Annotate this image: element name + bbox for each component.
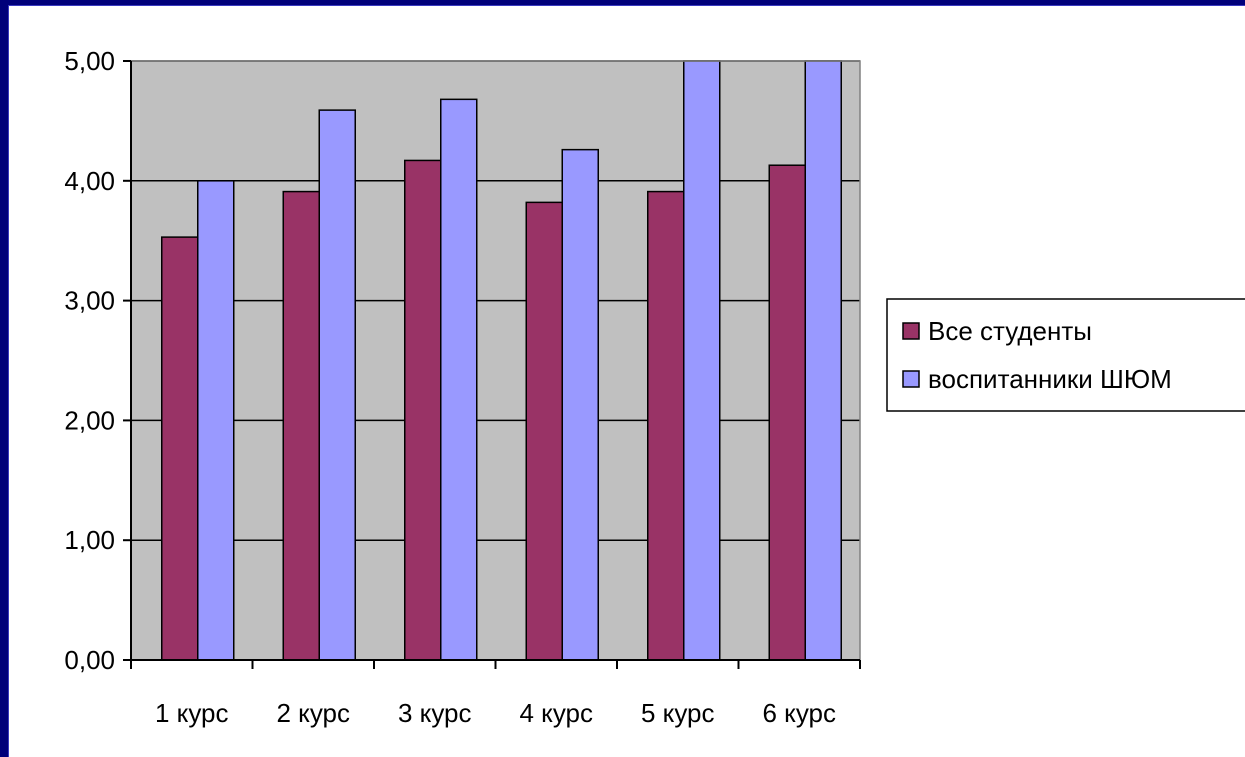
bar-series-2 [197, 180, 235, 661]
y-tick-label: 5,00 [64, 46, 115, 76]
chart-frame: 0,00 1,00 2,00 3,00 4,00 5,00 1 курс 2 курс 3 ку… [8, 5, 1245, 757]
x-tick-label: 2 курс [276, 698, 350, 728]
x-tick-label: 6 курс [762, 698, 836, 728]
y-tick-label: 3,00 [64, 286, 115, 316]
x-tick-label: 3 курс [398, 698, 472, 728]
y-tick-label: 0,00 [64, 645, 115, 675]
bar-series-1 [161, 236, 199, 661]
legend-swatch [902, 370, 920, 388]
x-tick-label: 1 курс [155, 698, 229, 728]
legend-swatch [902, 322, 920, 340]
x-tick-label: 5 курс [641, 698, 715, 728]
x-tick-label: 4 курс [519, 698, 593, 728]
bar-series-2 [318, 109, 356, 661]
bar-series-2 [440, 98, 478, 661]
plot-area [131, 61, 860, 660]
bar-series-1 [282, 190, 320, 661]
bar-series-1 [647, 190, 685, 661]
legend-label: воспитанники ШЮМ [928, 364, 1172, 394]
legend-box [886, 298, 1245, 412]
bar-series-2 [561, 148, 599, 661]
bar-series-1 [525, 201, 563, 661]
bar-series-2 [683, 60, 721, 661]
bar-series-1 [404, 159, 442, 661]
bar-chart: 0,00 1,00 2,00 3,00 4,00 5,00 1 курс 2 курс 3 ку… [64, 46, 1245, 728]
bar-series-2 [804, 60, 842, 661]
legend-label: Все студенты [928, 316, 1092, 346]
y-tick-label: 2,00 [64, 405, 115, 435]
y-tick-label: 1,00 [64, 525, 115, 555]
bar-series-1 [768, 164, 806, 661]
y-tick-label: 4,00 [64, 166, 115, 196]
